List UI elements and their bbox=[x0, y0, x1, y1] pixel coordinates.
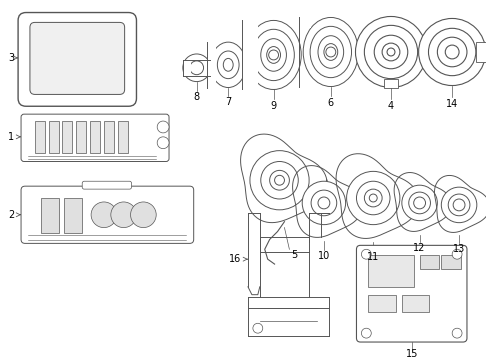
Bar bbox=[41, 198, 59, 233]
Circle shape bbox=[269, 170, 289, 190]
Ellipse shape bbox=[309, 26, 351, 78]
Circle shape bbox=[317, 197, 329, 209]
Circle shape bbox=[355, 17, 426, 87]
Circle shape bbox=[361, 328, 370, 338]
Ellipse shape bbox=[217, 51, 239, 78]
Circle shape bbox=[274, 175, 284, 185]
Bar bbox=[419, 255, 438, 269]
Circle shape bbox=[427, 28, 475, 76]
Circle shape bbox=[408, 192, 429, 214]
Bar bbox=[62, 121, 72, 153]
Text: 11: 11 bbox=[366, 252, 379, 262]
Circle shape bbox=[361, 249, 370, 259]
Bar bbox=[367, 295, 395, 312]
Circle shape bbox=[268, 50, 278, 60]
Text: 16: 16 bbox=[228, 254, 246, 264]
Ellipse shape bbox=[245, 21, 301, 90]
Circle shape bbox=[260, 162, 298, 199]
Circle shape bbox=[451, 249, 461, 259]
Bar bbox=[104, 121, 114, 153]
Text: 10: 10 bbox=[317, 251, 329, 261]
Text: 13: 13 bbox=[452, 244, 464, 254]
Text: 12: 12 bbox=[412, 243, 425, 253]
Ellipse shape bbox=[266, 46, 280, 63]
Ellipse shape bbox=[303, 18, 358, 86]
Text: 8: 8 bbox=[193, 93, 199, 102]
Bar bbox=[299, 14, 310, 28]
Bar bbox=[49, 121, 59, 153]
Circle shape bbox=[447, 194, 469, 216]
Circle shape bbox=[249, 150, 308, 210]
FancyBboxPatch shape bbox=[30, 22, 124, 94]
Circle shape bbox=[413, 197, 425, 209]
Ellipse shape bbox=[252, 29, 294, 81]
FancyBboxPatch shape bbox=[82, 181, 131, 189]
Circle shape bbox=[364, 189, 381, 207]
Circle shape bbox=[346, 171, 399, 225]
Bar bbox=[35, 121, 44, 153]
Text: 15: 15 bbox=[405, 349, 417, 359]
Circle shape bbox=[401, 185, 436, 221]
Circle shape bbox=[436, 37, 466, 67]
Text: 5: 5 bbox=[290, 250, 297, 260]
Bar bbox=[401, 295, 428, 312]
Bar bbox=[118, 121, 127, 153]
Bar bbox=[440, 255, 460, 269]
FancyBboxPatch shape bbox=[18, 13, 136, 106]
Circle shape bbox=[91, 202, 117, 228]
Circle shape bbox=[445, 45, 458, 59]
Circle shape bbox=[183, 54, 210, 82]
Circle shape bbox=[252, 323, 262, 333]
Text: 4: 4 bbox=[387, 101, 393, 111]
Bar bbox=[183, 60, 190, 76]
Ellipse shape bbox=[317, 36, 343, 68]
Circle shape bbox=[418, 18, 485, 86]
Bar bbox=[383, 78, 397, 89]
FancyBboxPatch shape bbox=[21, 114, 169, 162]
Circle shape bbox=[189, 61, 203, 75]
Bar bbox=[76, 121, 86, 153]
Circle shape bbox=[130, 202, 156, 228]
Text: 1: 1 bbox=[8, 132, 20, 142]
Ellipse shape bbox=[260, 39, 286, 71]
Ellipse shape bbox=[223, 58, 233, 71]
FancyBboxPatch shape bbox=[21, 186, 193, 243]
Bar bbox=[90, 121, 100, 153]
Bar bbox=[206, 40, 216, 90]
Circle shape bbox=[373, 35, 407, 69]
Circle shape bbox=[364, 25, 417, 78]
Circle shape bbox=[325, 47, 335, 57]
Circle shape bbox=[451, 328, 461, 338]
Ellipse shape bbox=[210, 42, 245, 87]
Text: 9: 9 bbox=[270, 101, 276, 111]
Circle shape bbox=[157, 121, 169, 133]
Text: 7: 7 bbox=[224, 97, 231, 107]
Text: 6: 6 bbox=[327, 98, 333, 108]
Circle shape bbox=[381, 43, 399, 61]
Bar bbox=[367, 255, 413, 287]
Text: 14: 14 bbox=[445, 99, 457, 109]
Bar bbox=[242, 18, 257, 93]
Bar bbox=[64, 198, 82, 233]
Circle shape bbox=[157, 137, 169, 149]
Text: 2: 2 bbox=[8, 210, 20, 220]
Circle shape bbox=[368, 194, 376, 202]
Ellipse shape bbox=[323, 44, 337, 60]
Circle shape bbox=[452, 199, 464, 211]
Circle shape bbox=[111, 202, 136, 228]
Circle shape bbox=[310, 190, 336, 216]
Bar bbox=[475, 42, 487, 62]
Circle shape bbox=[356, 181, 389, 215]
Circle shape bbox=[302, 181, 345, 225]
Text: 3: 3 bbox=[8, 53, 17, 63]
Circle shape bbox=[386, 48, 394, 56]
Circle shape bbox=[440, 187, 476, 223]
FancyBboxPatch shape bbox=[356, 246, 466, 342]
